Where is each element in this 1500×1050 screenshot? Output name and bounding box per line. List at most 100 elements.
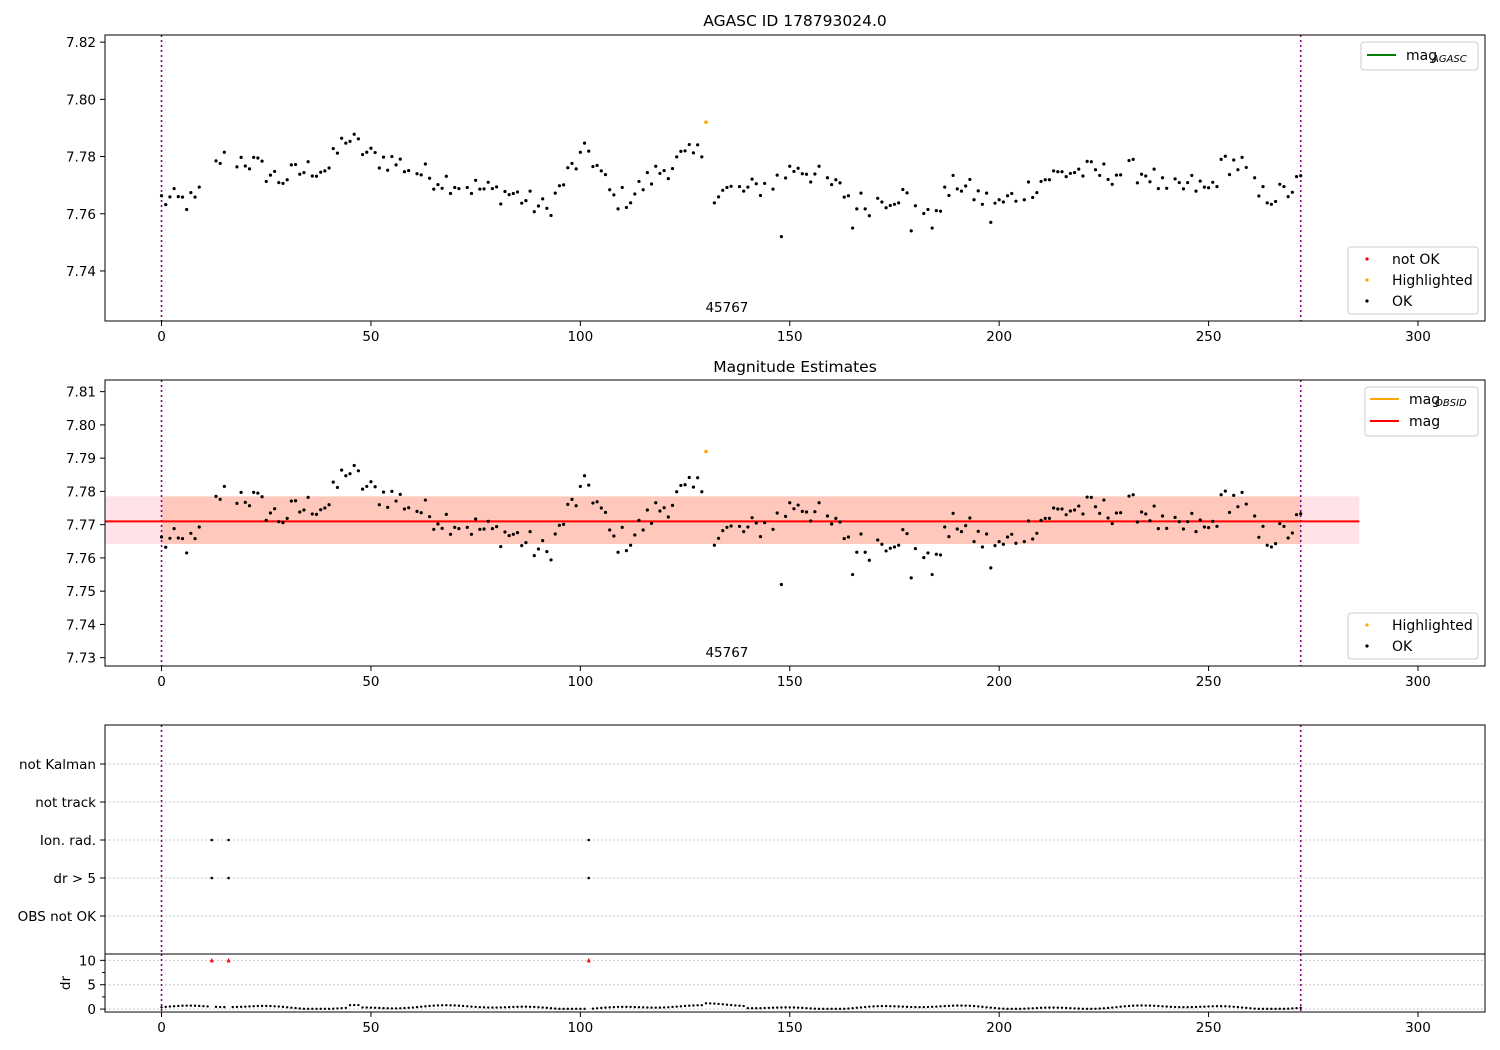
p2-point-ok xyxy=(754,521,758,525)
p2-point-ok xyxy=(905,532,909,536)
p4-dr-point xyxy=(160,1006,163,1009)
p4-dr-point xyxy=(968,1004,972,1008)
p4-dr-point xyxy=(667,1006,670,1009)
p1-point-ok xyxy=(1135,181,1139,185)
p4-dr-point xyxy=(985,1006,988,1009)
p2-ytick-label: 7.77 xyxy=(66,518,96,534)
p2-point-ok xyxy=(763,521,767,525)
p4-dr-point xyxy=(629,1005,632,1009)
p2-point-ok xyxy=(515,531,520,535)
p2-ytick-label: 7.73 xyxy=(66,651,96,667)
p2-point-ok xyxy=(360,487,365,491)
p4-dr-point xyxy=(700,1004,704,1007)
p4-dr-point xyxy=(198,1004,201,1008)
p4-dr-point xyxy=(306,1007,310,1011)
p2-point-ok xyxy=(1236,505,1240,509)
p1-point-ok xyxy=(666,176,670,181)
p4-dr-point xyxy=(373,1006,377,1010)
p1-point-ok xyxy=(1190,173,1194,178)
p2-point-ok xyxy=(541,539,545,543)
p4-dr-point xyxy=(1052,1006,1055,1009)
p1-point-ok xyxy=(520,201,524,205)
p4-dr-point xyxy=(600,1006,603,1010)
p2-point-ok xyxy=(1227,510,1232,514)
p1-point-ok xyxy=(511,191,515,196)
p4-dr-point xyxy=(1228,1005,1231,1008)
p2-point-ok xyxy=(980,545,985,549)
p4-dr-point xyxy=(583,1007,586,1011)
p2-point-ok xyxy=(968,516,972,520)
p2-point-ok xyxy=(436,522,440,526)
p4-dr-point xyxy=(248,1005,251,1008)
p3-flag-point xyxy=(227,838,230,842)
panel-agasc: 7.74 7.76 7.78 7.80 7.82 AGASC ID 178793024.0… xyxy=(66,12,1486,345)
p4-dr-point xyxy=(1010,1007,1013,1011)
p4-dr-point xyxy=(621,1005,624,1009)
p4-dr-point xyxy=(633,1005,637,1009)
p4-dr-point xyxy=(403,1006,406,1010)
p4-dr-point xyxy=(1266,1007,1269,1011)
p2-point-ok xyxy=(415,509,419,513)
p4-dr-point xyxy=(1127,1004,1131,1008)
p4-dr-point xyxy=(876,1005,879,1008)
p2-point-ok xyxy=(570,497,574,501)
p1-point-ok xyxy=(566,166,570,170)
p2-point-ok xyxy=(817,501,821,505)
p2-point-ok xyxy=(1282,524,1286,528)
p1-point-ok xyxy=(293,162,298,167)
p2-point-ok xyxy=(176,536,180,540)
p1-point-ok xyxy=(716,195,721,199)
p4-dr-point xyxy=(1278,1007,1281,1011)
p2-point-ok xyxy=(1119,511,1123,515)
p1-point-ok xyxy=(846,194,850,198)
p4-dr-point xyxy=(1119,1005,1122,1008)
p2-point-ok xyxy=(679,483,683,488)
p4-dr-point xyxy=(298,1007,301,1010)
p2-point-ok xyxy=(964,524,968,528)
p1-point-ok xyxy=(763,181,767,186)
p1-point-ok xyxy=(1290,190,1294,194)
p4-dr-point xyxy=(420,1005,423,1008)
panel-flags: not Kalman not track Ion. rad. dr > 5 OBS no… xyxy=(18,724,1486,955)
p4-dr-point xyxy=(1270,1007,1273,1011)
p2-point-ok xyxy=(578,484,582,489)
p2-point-ok xyxy=(888,546,892,550)
p1-point-ok xyxy=(176,194,180,199)
p1-point-ok xyxy=(595,163,599,168)
p1-xtick-label: 50 xyxy=(362,329,379,345)
p2-point-ok xyxy=(243,500,247,504)
p2-point-ok xyxy=(758,535,763,539)
p4-dr-point xyxy=(260,1004,264,1008)
p1-point-ok xyxy=(377,166,381,170)
p2-point-ok xyxy=(256,491,260,495)
p4-dr-point xyxy=(558,1007,561,1011)
p2-ytick-label: 7.78 xyxy=(66,484,96,500)
p2-point-ok xyxy=(926,551,930,555)
p2-point-ok xyxy=(993,544,997,548)
p1-point-ok xyxy=(578,150,582,154)
p1-point-ok xyxy=(691,151,696,155)
p4-dr-point xyxy=(713,1002,716,1005)
p2-point-ok xyxy=(1223,489,1227,493)
p2-point-ok xyxy=(742,530,746,534)
p4-dr-point xyxy=(801,1006,804,1010)
p4-dr-point xyxy=(1215,1005,1219,1008)
p1-point-ok xyxy=(214,159,218,163)
p2-point-ok xyxy=(1253,514,1257,518)
p1-point-ok xyxy=(352,132,356,136)
p4-dr-point xyxy=(951,1004,955,1007)
p3-category-label: OBS not OK xyxy=(18,909,98,925)
p4-dr-point xyxy=(1064,1006,1068,1010)
p2-point-ok xyxy=(289,499,293,503)
p4-dr-point xyxy=(453,1004,456,1007)
p2-point-ok xyxy=(1160,514,1165,518)
p2-xtick-label: 100 xyxy=(567,674,593,690)
p1-point-ok xyxy=(1106,177,1110,182)
p2-point-ok xyxy=(1106,516,1110,520)
p2-point-ok xyxy=(788,501,792,505)
p3-flag-point xyxy=(210,876,214,880)
p2-point-ok xyxy=(1144,512,1148,516)
p1-point-ok xyxy=(1181,187,1186,191)
p4-dr-point xyxy=(202,1004,205,1008)
